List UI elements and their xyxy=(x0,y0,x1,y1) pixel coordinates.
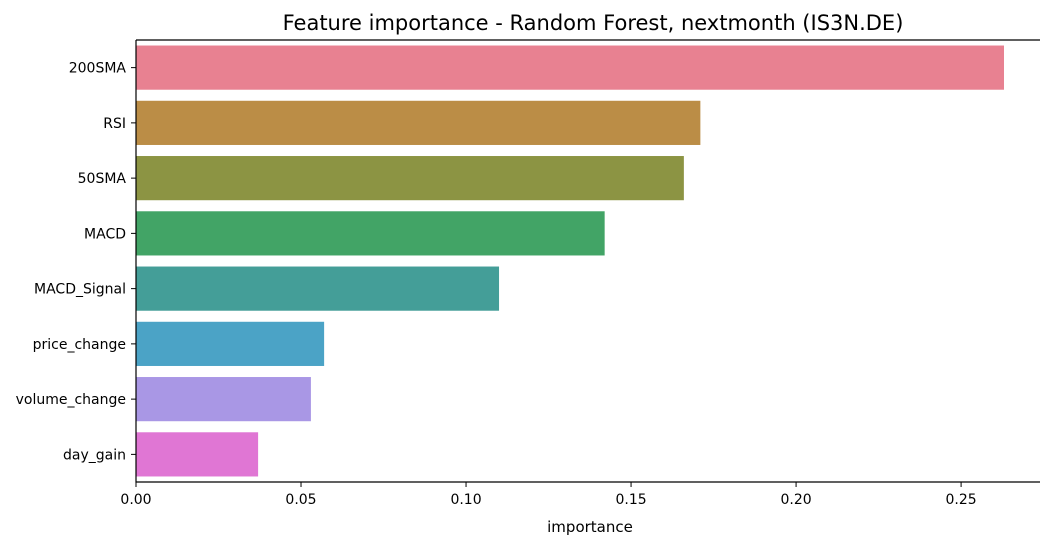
x-axis-label: importance xyxy=(547,518,633,536)
x-tick-label: 0.15 xyxy=(615,492,646,508)
y-tick-label: 50SMA xyxy=(78,171,127,187)
y-tick-label: day_gain xyxy=(63,447,126,463)
bar-price-change xyxy=(136,321,325,366)
y-axis-ticks: 200SMA RSI 50SMA MACD MACD_Signal price_chang… xyxy=(16,61,136,463)
y-tick-label: price_change xyxy=(33,337,126,353)
bar-macd xyxy=(136,211,605,256)
bar-day-gain xyxy=(136,432,259,477)
y-tick-label: volume_change xyxy=(16,392,126,408)
x-tick-label: 0.00 xyxy=(120,492,151,508)
y-tick-label: 200SMA xyxy=(69,61,127,77)
y-tick-label: MACD_Signal xyxy=(34,282,126,298)
axes-frame xyxy=(135,39,1040,483)
chart-title: Feature importance - Random Forest, next… xyxy=(283,11,904,35)
y-tick-label: MACD xyxy=(84,226,126,242)
x-tick-label: 0.20 xyxy=(780,492,811,508)
x-tick-label: 0.10 xyxy=(450,492,481,508)
x-tick-label: 0.25 xyxy=(946,492,977,508)
bars-group xyxy=(136,45,1004,477)
bar-50sma xyxy=(136,156,684,201)
y-tick-label: RSI xyxy=(103,116,126,132)
x-tick-label: 0.05 xyxy=(285,492,316,508)
bar-macd-signal xyxy=(136,266,500,311)
x-axis-ticks: 0.00 0.05 0.10 0.15 0.20 0.25 xyxy=(120,482,977,508)
bar-200sma xyxy=(136,45,1004,90)
bar-rsi xyxy=(136,100,701,145)
bar-volume-change xyxy=(136,377,311,422)
